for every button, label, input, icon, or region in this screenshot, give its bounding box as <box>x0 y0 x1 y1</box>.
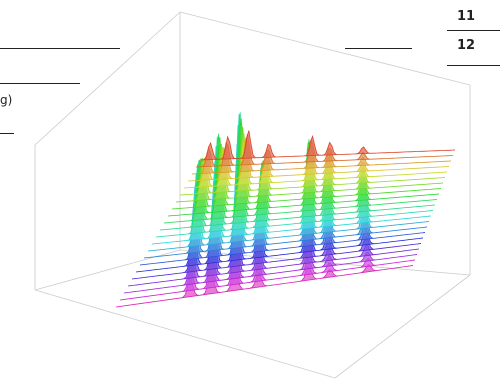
trace <box>123 239 418 294</box>
rule <box>0 83 80 84</box>
rule <box>447 30 500 31</box>
rule <box>447 65 500 66</box>
trace <box>183 138 448 189</box>
row-number: 11 <box>457 9 476 24</box>
trace <box>143 159 428 259</box>
rule <box>0 133 14 134</box>
trace <box>187 139 450 182</box>
rule <box>345 48 412 49</box>
trace <box>147 143 430 252</box>
plot-box <box>34 11 471 379</box>
traces <box>115 112 456 308</box>
trace <box>199 130 456 161</box>
rule <box>0 48 120 49</box>
trace <box>115 259 414 308</box>
text-fragment: g) <box>0 93 13 107</box>
trace <box>195 134 454 168</box>
row-number: 12 <box>457 38 476 53</box>
trace <box>127 226 420 287</box>
